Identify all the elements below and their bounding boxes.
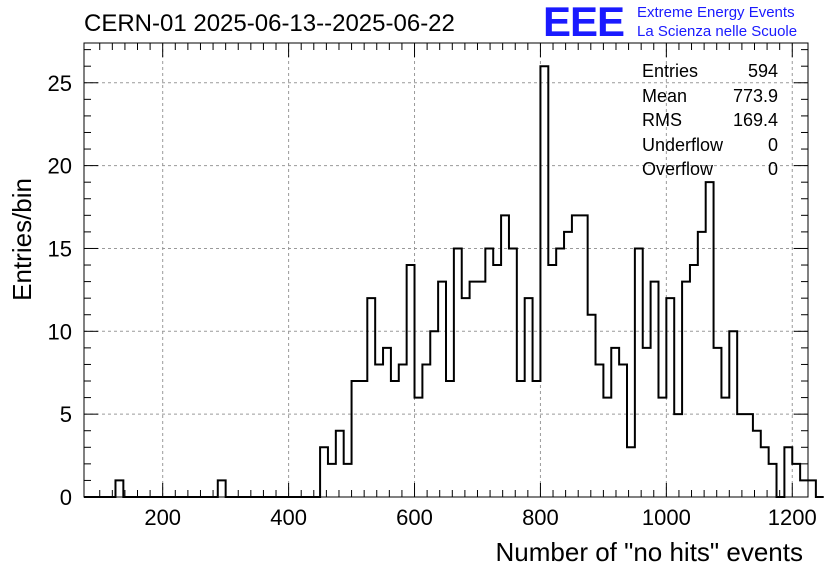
x-tick-label: 1200	[768, 505, 817, 530]
y-tick-label: 20	[48, 154, 72, 179]
stat-row-overflow: Overflow 0	[642, 157, 778, 182]
x-axis: 200 400 600 800 1000 1200	[99, 43, 817, 530]
stat-label: Underflow	[642, 134, 724, 155]
eee-logo: EEE	[543, 0, 625, 45]
stat-value: 594	[747, 61, 778, 81]
stat-value: 169.4	[732, 110, 778, 131]
x-axis-label: Number of "no hits" events	[496, 537, 804, 567]
x-tick-label: 800	[522, 505, 559, 530]
stat-label: RMS	[642, 110, 682, 131]
stats-box: Entries 594 Mean 773.9 RMS 169.4 Underfl…	[642, 59, 778, 182]
stat-value: 0	[767, 134, 778, 155]
stat-label: Entries	[642, 61, 699, 81]
y-tick-label: 10	[48, 319, 72, 344]
histogram-outline	[84, 65, 824, 498]
plot-border	[83, 42, 809, 498]
stat-label: Mean	[642, 85, 688, 106]
y-tick-label: 25	[48, 71, 72, 96]
y-tick-label: 5	[60, 402, 72, 427]
stat-row-entries: Entries 594	[642, 59, 778, 84]
x-tick-label: 400	[270, 505, 307, 530]
y-tick-label: 0	[60, 485, 72, 510]
histogram-series	[84, 65, 824, 498]
y-axis: 0 5 10 15 20 25	[48, 49, 808, 510]
y-tick-label: 15	[48, 236, 72, 261]
x-tick-label: 200	[144, 505, 181, 530]
stat-row-mean: Mean 773.9	[642, 84, 778, 109]
stat-value: 0	[767, 159, 778, 180]
y-axis-label: Entries/bin	[7, 178, 37, 301]
x-tick-label: 600	[396, 505, 433, 530]
logo-caption: Extreme Energy Events La Scienza nelle S…	[637, 3, 797, 41]
logo-line-2: La Scienza nelle Scuole	[637, 23, 798, 40]
x-tick-label: 1000	[642, 505, 691, 530]
stat-row-underflow: Underflow 0	[642, 133, 778, 158]
plot-frame	[83, 42, 809, 498]
logo-line-1: Extreme Energy Events	[637, 4, 795, 21]
stat-label: Overflow	[642, 159, 714, 180]
stat-value: 773.9	[732, 85, 778, 106]
chart-title: CERN-01 2025-06-13--2025-06-22	[84, 10, 455, 37]
stat-row-rms: RMS 169.4	[642, 108, 778, 133]
